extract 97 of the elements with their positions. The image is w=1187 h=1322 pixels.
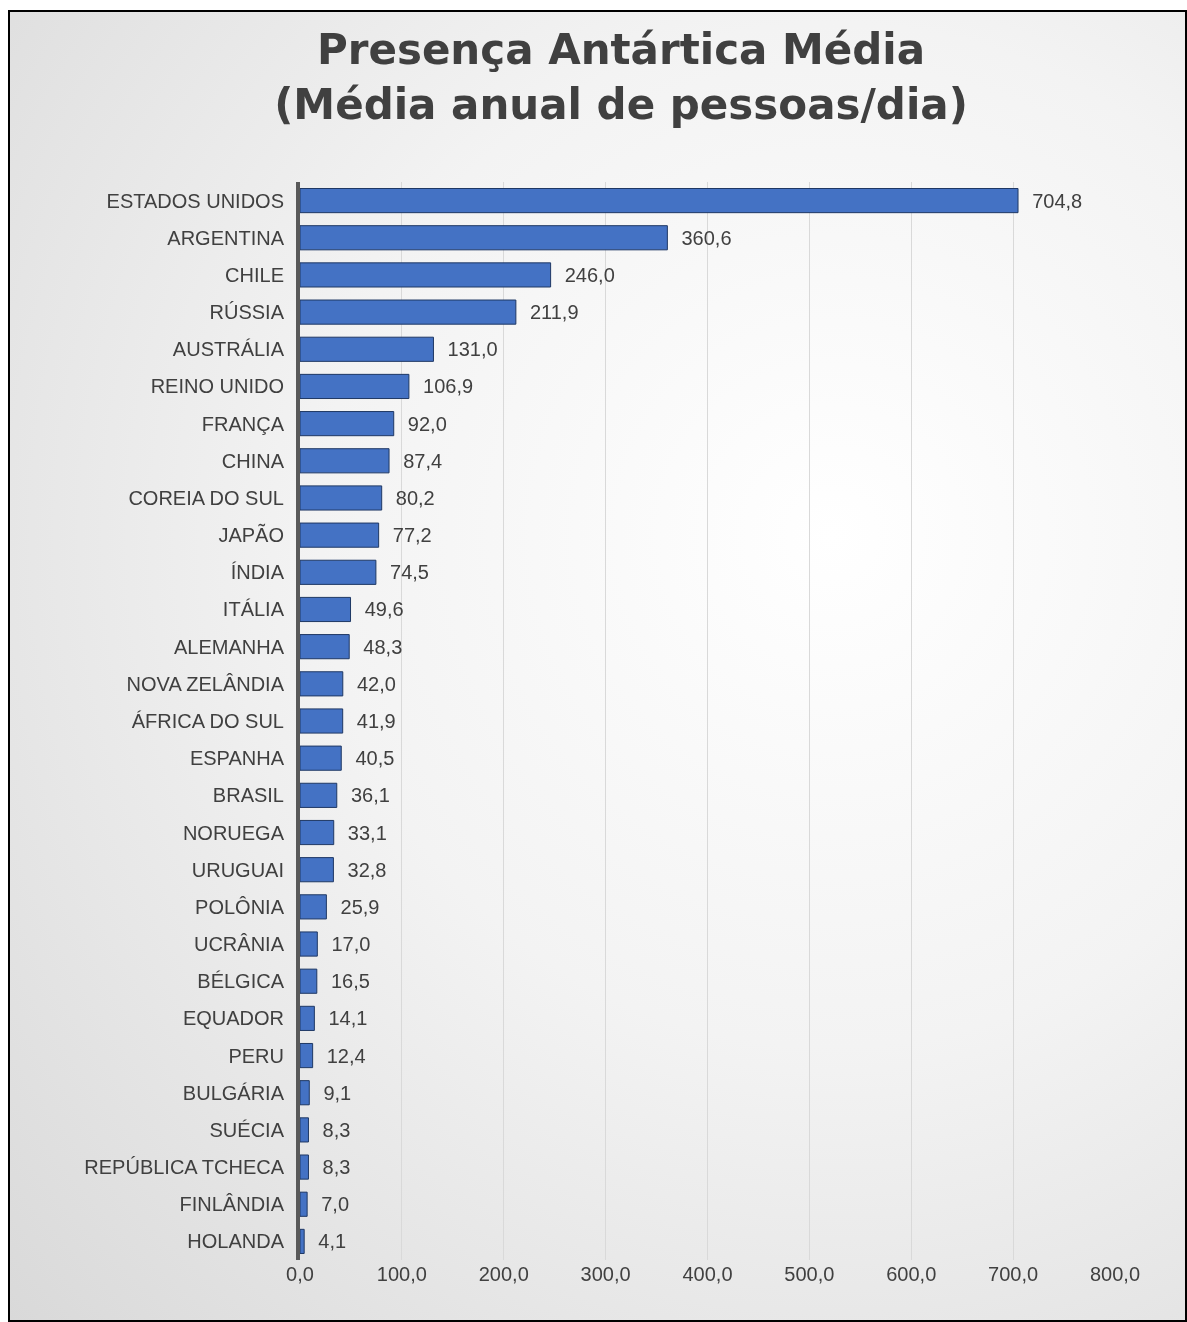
y-tick-label: HOLANDA — [187, 1230, 285, 1253]
data-label: 8,3 — [311, 1156, 351, 1179]
bar — [300, 894, 327, 920]
data-label: 41,9 — [345, 710, 396, 732]
bar — [300, 448, 390, 474]
x-tick-label: 300,0 — [580, 1263, 631, 1285]
x-tick-label: 800,0 — [1089, 1263, 1141, 1285]
y-tick-label: RÚSSIA — [209, 301, 285, 324]
y-tick-label: EQUADOR — [182, 1007, 284, 1030]
bar — [300, 485, 383, 511]
y-tick-label: SUÉCIA — [209, 1118, 285, 1141]
y-tick-label: POLÔNIA — [195, 895, 285, 918]
data-label: 92,0 — [396, 412, 447, 435]
bar — [300, 411, 395, 437]
data-label: 16,5 — [319, 970, 370, 993]
y-tick-label: ÍNDIA — [230, 561, 285, 584]
data-label: 25,9 — [329, 895, 380, 918]
data-label: 360,6 — [670, 226, 732, 249]
data-label: 77,2 — [381, 524, 432, 547]
data-label: 131,0 — [436, 338, 498, 361]
bar — [300, 522, 380, 548]
bar — [300, 262, 552, 288]
y-tick-label: ESPANHA — [189, 747, 285, 770]
bar — [300, 857, 334, 883]
y-tick-label: CHINA — [221, 449, 285, 472]
y-tick-label: ARGENTINA — [167, 226, 285, 249]
bar — [300, 968, 318, 994]
bar — [300, 299, 517, 325]
data-label: 74,5 — [378, 561, 429, 584]
chart-title: Presença Antártica Média (Média anual de pessoas/dia) — [274, 25, 968, 129]
x-tick-label: 600,0 — [886, 1263, 937, 1285]
data-label: 33,1 — [336, 821, 387, 844]
data-label: 246,0 — [553, 263, 615, 286]
x-tick-label: 500,0 — [784, 1263, 835, 1285]
bar — [300, 745, 342, 771]
data-label: 14,1 — [317, 1007, 368, 1030]
data-label: 17,0 — [320, 933, 371, 956]
bar — [300, 559, 377, 585]
bar — [300, 671, 344, 697]
bar — [300, 708, 344, 734]
data-label: 211,9 — [518, 301, 579, 324]
y-tick-label: AUSTRÁLIA — [172, 338, 285, 361]
y-tick-label: ITÁLIA — [222, 598, 285, 621]
y-tick-label: NORUEGA — [182, 821, 285, 844]
bar — [300, 596, 352, 623]
y-tick-label: REINO UNIDO — [150, 375, 284, 398]
y-tick-label: JAPÃO — [218, 523, 284, 547]
x-tick-label: 100,0 — [376, 1263, 427, 1285]
data-label: 8,3 — [311, 1118, 351, 1141]
data-label: 42,0 — [345, 672, 396, 695]
y-tick-label: CHILE — [225, 263, 284, 286]
bar — [300, 1005, 315, 1031]
data-label: 48,3 — [352, 635, 403, 658]
y-tick-label: ALEMANHA — [173, 635, 285, 658]
bar — [300, 1154, 309, 1180]
data-label: 4,1 — [307, 1230, 347, 1253]
data-label: 12,4 — [315, 1044, 366, 1067]
data-label: 704,8 — [1021, 189, 1083, 212]
bar — [300, 1042, 314, 1069]
y-tick-label: UCRÂNIA — [193, 933, 285, 956]
x-tick-label: 700,0 — [988, 1263, 1039, 1285]
data-label: 40,5 — [344, 747, 395, 770]
bar — [300, 1080, 310, 1106]
y-tick-label: COREIA DO SUL — [128, 486, 284, 509]
bar — [300, 336, 434, 362]
data-label: 7,0 — [310, 1193, 350, 1216]
y-tick-label: FRANÇA — [201, 412, 285, 435]
y-tick-label: ESTADOS UNIDOS — [106, 189, 284, 212]
data-label: 106,9 — [411, 375, 474, 398]
data-label: 9,1 — [312, 1081, 352, 1104]
bar — [300, 931, 318, 957]
y-tick-label: NOVA ZELÂNDIA — [126, 672, 285, 695]
y-tick-label: BRASIL — [212, 784, 284, 807]
x-tick-label: 400,0 — [682, 1263, 733, 1285]
bar — [300, 1117, 309, 1143]
x-tick-label: 200,0 — [478, 1263, 529, 1285]
data-label: 87,4 — [392, 449, 443, 472]
data-label: 80,2 — [384, 486, 435, 509]
y-tick-label: ÁFRICA DO SUL — [131, 710, 284, 732]
bar — [300, 188, 1019, 214]
bar — [300, 1228, 305, 1254]
y-tick-label: BÉLGICA — [197, 970, 285, 993]
bar — [300, 634, 350, 660]
bar — [300, 373, 410, 400]
y-tick-label: FINLÂNDIA — [179, 1193, 285, 1216]
data-label: 32,8 — [336, 858, 387, 881]
data-label: 49,6 — [353, 598, 404, 621]
data-label: 36,1 — [339, 784, 390, 807]
y-tick-label: URUGUAI — [191, 858, 284, 881]
y-tick-label: BULGÁRIA — [182, 1081, 285, 1104]
bar — [300, 819, 335, 846]
y-tick-label: PERU — [228, 1044, 284, 1067]
bar — [300, 225, 668, 251]
y-tick-label: REPÚBLICA TCHECA — [84, 1156, 285, 1179]
bar — [300, 1191, 308, 1217]
bar — [300, 782, 338, 808]
x-tick-label: 0,0 — [286, 1263, 314, 1285]
